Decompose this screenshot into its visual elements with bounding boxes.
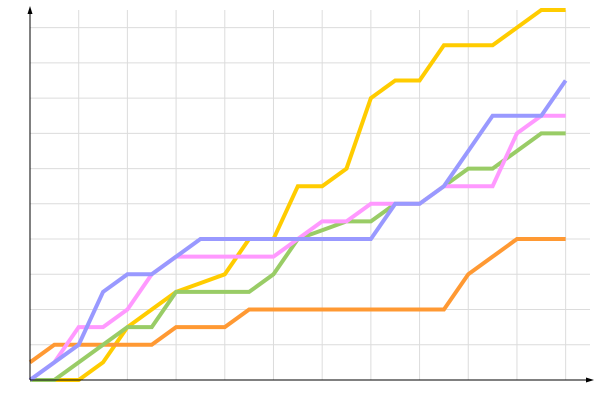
series-line (30, 8, 566, 382)
x-axis-arrow (586, 377, 594, 383)
grid (29, 10, 590, 381)
lines (28, 8, 568, 382)
series-line (28, 79, 568, 382)
series-line (28, 237, 566, 365)
y-axis-arrow (27, 6, 33, 14)
